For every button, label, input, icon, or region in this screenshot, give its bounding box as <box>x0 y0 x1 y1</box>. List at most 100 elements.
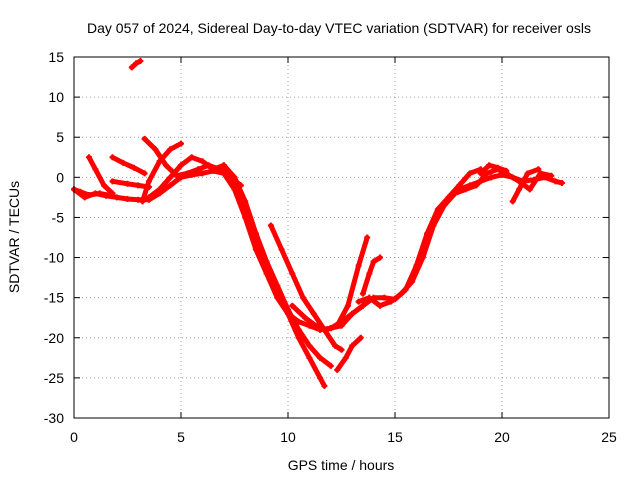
y-tick-label: -20 <box>44 330 64 346</box>
data-point <box>524 170 531 177</box>
data-point <box>327 362 334 369</box>
chart-title: Day 057 of 2024, Sidereal Day-to-day VTE… <box>87 20 591 36</box>
data-point <box>109 154 116 161</box>
data-point <box>535 166 542 173</box>
data-point <box>537 170 544 177</box>
series-line-sat-k <box>268 223 344 353</box>
data-point <box>77 188 84 195</box>
data-point <box>92 166 99 173</box>
data-point <box>178 162 184 169</box>
y-tick-label: -5 <box>52 209 65 225</box>
data-point <box>381 294 388 301</box>
data-point <box>359 290 366 297</box>
data-point <box>477 170 484 177</box>
data-point <box>344 302 351 309</box>
data-point <box>231 178 238 185</box>
data-point <box>503 167 510 174</box>
data-point <box>141 135 148 142</box>
data-point <box>295 334 302 341</box>
y-axis-label: SDTVAR / TECUs <box>6 181 22 293</box>
data-point <box>152 146 159 153</box>
data-point <box>289 270 296 277</box>
x-tick-label: 20 <box>494 429 510 445</box>
data-point <box>302 314 309 321</box>
data-point <box>124 195 131 202</box>
data-point <box>377 254 384 261</box>
x-tick-label: 0 <box>70 429 78 445</box>
data-point <box>327 325 334 332</box>
data-point <box>509 198 516 205</box>
y-tick-label: 5 <box>56 129 64 145</box>
data-point <box>317 326 324 333</box>
x-tick-label: 15 <box>387 429 403 445</box>
data-point <box>473 182 480 189</box>
data-point <box>306 354 313 361</box>
data-point <box>445 194 452 201</box>
data-point <box>299 294 306 301</box>
data-point <box>349 342 356 349</box>
data-point <box>199 170 206 177</box>
data-point <box>210 166 217 173</box>
data-point <box>338 346 345 353</box>
x-tick-label: 5 <box>177 429 185 445</box>
data-point <box>462 186 469 193</box>
series-line-sat-c <box>86 154 115 196</box>
data-point <box>332 342 339 349</box>
data-point <box>526 186 533 193</box>
data-point <box>505 171 512 178</box>
data-point <box>278 246 285 253</box>
data-point <box>387 298 394 305</box>
data-point <box>85 154 92 161</box>
data-point <box>558 179 565 186</box>
y-tick-label: 10 <box>48 89 64 105</box>
data-point <box>357 334 364 341</box>
data-point <box>456 182 463 189</box>
data-point <box>252 238 259 245</box>
data-point <box>321 382 328 389</box>
data-point <box>419 254 426 261</box>
data-point <box>145 194 152 201</box>
data-point <box>113 194 120 201</box>
y-tick-label: -15 <box>44 290 64 306</box>
data-point <box>263 262 270 269</box>
data-point <box>199 158 206 165</box>
data-point <box>486 162 493 169</box>
data-point <box>85 191 92 198</box>
data-point <box>178 140 184 147</box>
data-point <box>285 310 291 317</box>
data-point <box>100 182 107 189</box>
data-point <box>135 196 142 203</box>
data-point <box>242 206 249 213</box>
series-line-sat-d <box>110 178 152 190</box>
series-line-sat-m <box>317 172 565 333</box>
series-line-sat-r <box>510 166 541 204</box>
tick-layer: 0 5 10 15 20 25 -30 -25 -20 -15 -10 -5 0 5 10 15 <box>44 49 617 445</box>
data-point <box>494 164 501 171</box>
data-point <box>96 190 103 197</box>
data-point <box>377 302 384 309</box>
data-point <box>137 58 144 65</box>
data-point <box>398 290 405 297</box>
series-line-sat-s <box>478 162 509 176</box>
y-tick-label: -10 <box>44 250 64 266</box>
data-point <box>355 262 362 269</box>
x-tick-label: 10 <box>280 429 296 445</box>
data-point <box>267 222 274 229</box>
data-point <box>366 270 373 277</box>
series-line-sat-e <box>110 154 148 176</box>
data-point <box>195 166 202 173</box>
data-point <box>184 170 191 177</box>
series-line-sat-o <box>360 255 383 297</box>
data-point <box>220 162 227 169</box>
data-point <box>167 146 174 153</box>
data-point <box>109 178 116 185</box>
plot-frame <box>73 56 610 419</box>
data-point <box>355 298 362 305</box>
data-point <box>370 258 377 265</box>
x-tick-label: 25 <box>601 429 617 445</box>
series-line-sat-q <box>446 166 484 200</box>
series-layer <box>71 58 565 389</box>
data-point <box>156 186 163 193</box>
data-point <box>141 170 148 177</box>
